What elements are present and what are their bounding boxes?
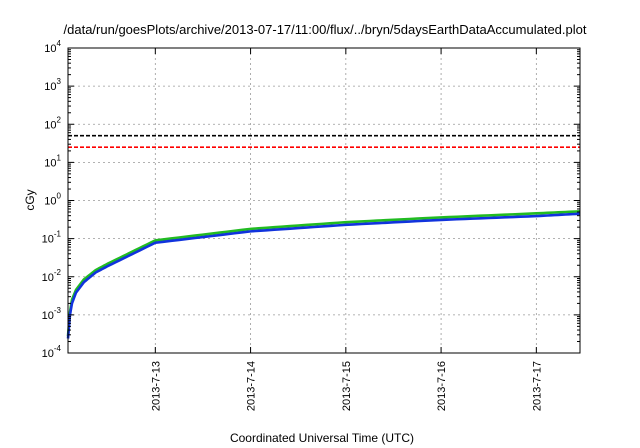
x-tick-label: 2013-7-14	[246, 361, 258, 411]
y-tick-label: 103	[44, 77, 61, 93]
x-tick-labels: 2013-7-13 2013-7-14 2013-7-15 2013-7-16 2013…	[150, 361, 543, 411]
y-tick-labels: 10-4 10-3 10-2 10-1 100 101 102 103 104	[42, 39, 62, 360]
x-tick-label: 2013-7-13	[150, 361, 162, 411]
y-tick-label: 10-2	[42, 268, 62, 284]
x-tick-label: 2013-7-16	[436, 361, 448, 411]
x-axis-label: Coordinated Universal Time (UTC)	[230, 431, 414, 445]
x-tick-label: 2013-7-15	[341, 361, 353, 411]
y-tick-label: 104	[44, 39, 61, 55]
y-tick-label: 101	[44, 153, 61, 169]
chart-title: /data/run/goesPlots/archive/2013-07-17/1…	[64, 22, 587, 37]
series-line-3	[66, 210, 581, 337]
y-tick-label: 100	[44, 192, 61, 208]
ticks	[68, 47, 580, 354]
y-axis-label: cGy	[23, 189, 37, 210]
y-tick-label: 10-3	[42, 306, 62, 322]
y-tick-label: 10-4	[42, 344, 62, 360]
series-group	[66, 134, 581, 339]
x-tick-label: 2013-7-17	[531, 361, 543, 411]
y-tick-label: 10-1	[42, 230, 62, 246]
series-line-4	[66, 212, 581, 339]
grid	[68, 48, 580, 353]
y-tick-label: 102	[44, 115, 61, 131]
